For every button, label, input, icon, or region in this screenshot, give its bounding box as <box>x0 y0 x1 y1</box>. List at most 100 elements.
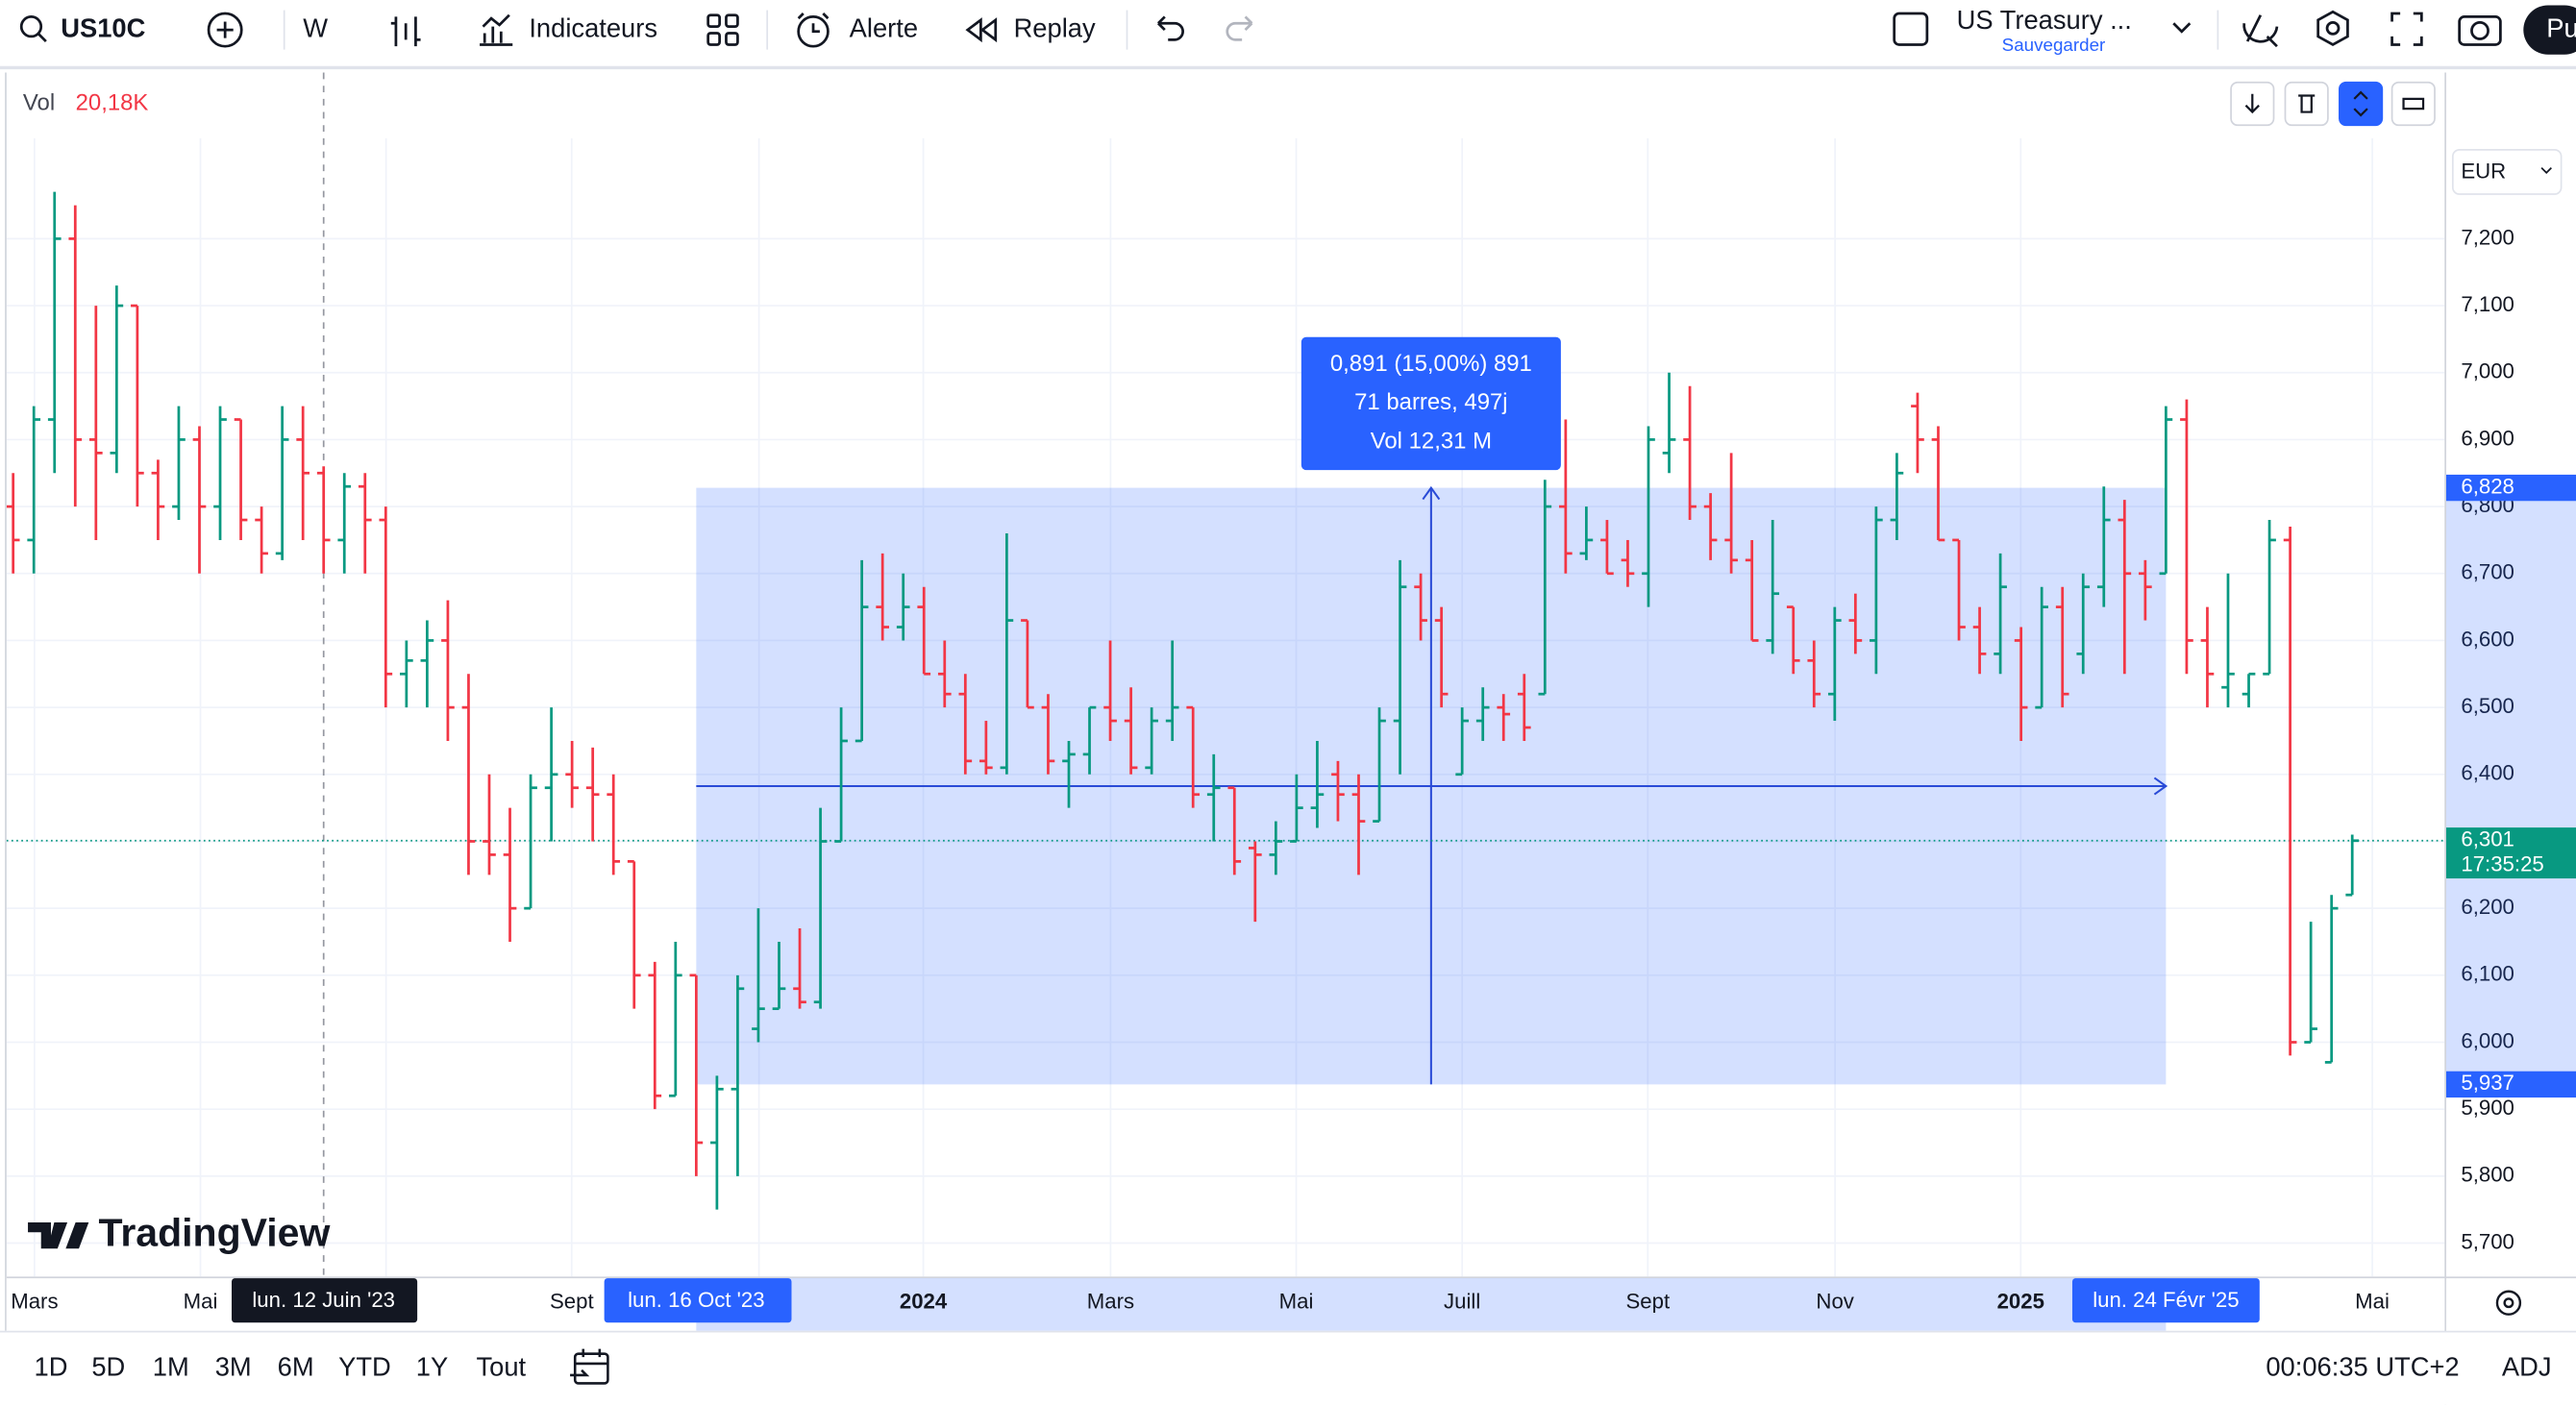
replay-button[interactable]: Replay <box>1014 12 1096 42</box>
crosshair-date: lun. 12 Juin '23 <box>252 1288 395 1312</box>
time-settings-icon[interactable] <box>2495 1290 2522 1316</box>
templates-icon[interactable] <box>706 13 721 29</box>
range-button[interactable]: 1M <box>153 1351 189 1381</box>
range-button[interactable]: 3M <box>215 1351 252 1381</box>
date-range-icon[interactable] <box>570 1348 609 1385</box>
crosshair-date-badge <box>231 1278 418 1323</box>
time-range-band <box>696 1278 2167 1331</box>
x-tick-label: Sept <box>1625 1290 1670 1314</box>
range-high-badge <box>2445 474 2576 502</box>
publish-button[interactable]: Pu <box>2546 12 2576 42</box>
measure-h-arrow <box>2153 776 2168 796</box>
last-price-badge <box>2445 827 2576 879</box>
x-tick-label: Mars <box>1087 1290 1134 1314</box>
range-date: lun. 16 Oct '23 <box>628 1288 764 1312</box>
screenshot-icon[interactable] <box>2458 15 2502 46</box>
plot-area <box>6 72 2445 1277</box>
compare-icon[interactable] <box>207 12 243 48</box>
alert-button[interactable]: Alerte <box>850 12 918 42</box>
countdown: 17:35:25 <box>2461 851 2543 875</box>
y-tick-label: 7,100 <box>2461 292 2514 316</box>
undo-icon[interactable] <box>1157 15 1184 41</box>
x-tick-label: Mai <box>1279 1290 1314 1314</box>
y-tick-label: 5,900 <box>2461 1096 2514 1120</box>
measure-bars: 71 barres, 497j <box>1354 389 1507 415</box>
range-button[interactable]: YTD <box>338 1351 391 1381</box>
indicators-icon[interactable] <box>480 13 513 46</box>
redo-icon[interactable] <box>1226 15 1253 41</box>
measure-v-arrow <box>1422 485 1441 501</box>
range-date-badge <box>2071 1278 2260 1323</box>
range-button[interactable]: 6M <box>278 1351 314 1381</box>
pane-button[interactable] <box>2284 81 2329 127</box>
symbol[interactable]: US10C <box>61 12 145 42</box>
y-tick-label: 6,900 <box>2461 426 2514 450</box>
range-buttons: 1D 5D 1M 3M 6M YTD 1Y Tout <box>35 1351 527 1381</box>
x-tick-label: Juill <box>1444 1290 1480 1314</box>
pane-icon <box>2244 90 2425 117</box>
search-icon[interactable] <box>19 15 43 38</box>
watermark-logo <box>28 1221 89 1249</box>
bar-style-icon[interactable] <box>390 16 421 47</box>
y-tick-label: 6,200 <box>2461 895 2514 919</box>
measure-tooltip <box>1300 336 1561 471</box>
pane-button[interactable] <box>2390 81 2436 127</box>
x-tick-label: 2024 <box>900 1290 948 1314</box>
chart-layer: 0,891 (15,00%) 891 71 barres, 497j Vol 12,… <box>5 72 2576 1405</box>
y-tick-label: 7,000 <box>2461 359 2514 383</box>
range-low-badge <box>2445 1071 2576 1098</box>
range-button[interactable]: 1D <box>35 1351 68 1381</box>
range-button[interactable]: 1Y <box>416 1351 448 1381</box>
y-tick-label: 5,800 <box>2461 1163 2514 1187</box>
y-tick-label: 6,700 <box>2461 560 2514 584</box>
x-tick-label: Mars <box>11 1290 58 1314</box>
y-tick-label: 5,700 <box>2461 1229 2514 1253</box>
interval[interactable]: W <box>303 12 328 42</box>
currency: EUR <box>2461 160 2506 184</box>
settings-icon[interactable] <box>2316 10 2349 47</box>
x-tick-label: 2025 <box>1997 1290 2044 1314</box>
x-tick-label: Sept <box>550 1290 594 1314</box>
last-price-label: 6,301 <box>2461 827 2514 851</box>
clock[interactable]: 00:06:35 UTC+2 <box>2266 1351 2459 1381</box>
y-tick-label: 6,100 <box>2461 962 2514 986</box>
range-band <box>2445 487 2576 1085</box>
range-date-badge <box>604 1278 792 1323</box>
time-settings-dot <box>2503 1297 2514 1309</box>
measure-volume: Vol 12,31 M <box>1371 428 1492 454</box>
layout-menu[interactable] <box>2172 22 2192 34</box>
range-date: lun. 24 Févr '25 <box>2093 1288 2239 1312</box>
y-tick-label: 6,400 <box>2461 761 2514 785</box>
save-button[interactable]: Sauvegarder <box>2002 35 2106 55</box>
volume-label: Vol <box>23 89 55 115</box>
range-low-label: 5,937 <box>2461 1071 2514 1095</box>
range-button[interactable]: 5D <box>91 1351 125 1381</box>
x-tick-label: Mai <box>184 1290 218 1314</box>
publish-pill[interactable] <box>2523 5 2576 55</box>
toolbar <box>0 0 2576 66</box>
y-tick-label: 6,500 <box>2461 694 2514 718</box>
layout-icon[interactable] <box>1893 12 1929 46</box>
adj-button[interactable]: ADJ <box>2502 1351 2552 1381</box>
indicators-button[interactable]: Indicateurs <box>529 12 657 42</box>
pane-button[interactable] <box>2339 81 2384 127</box>
watermark: TradingView <box>99 1210 331 1254</box>
bottom-bar <box>0 1332 2576 1405</box>
replay-icon[interactable] <box>965 17 998 43</box>
range-button[interactable]: Tout <box>476 1351 526 1381</box>
toolbar-icons <box>19 10 2502 48</box>
y-tick-label: 7,200 <box>2461 225 2514 249</box>
range-high-label: 6,828 <box>2461 474 2514 498</box>
measure-change: 0,891 (15,00%) 891 <box>1330 351 1532 377</box>
layout-name[interactable]: US Treasury ... <box>1957 5 2132 35</box>
alert-icon[interactable] <box>797 15 830 48</box>
y-tick-label: 6,600 <box>2461 627 2514 651</box>
fullscreen-icon[interactable] <box>2390 12 2423 46</box>
y-tick-label: 6,000 <box>2461 1028 2514 1052</box>
x-tick-label: Mai <box>2355 1290 2390 1314</box>
quick-search-icon[interactable] <box>2242 14 2279 48</box>
currency-box[interactable] <box>2451 149 2563 195</box>
x-tick-label: Nov <box>1816 1290 1854 1314</box>
